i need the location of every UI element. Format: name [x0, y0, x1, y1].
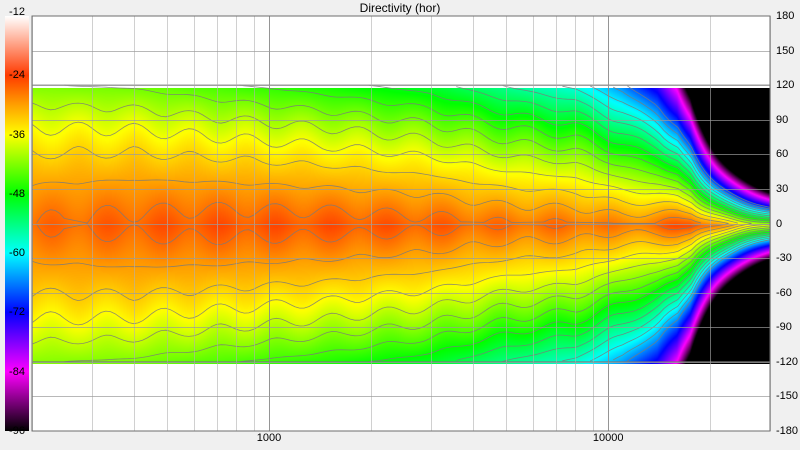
colorbar-label: -96 [9, 425, 25, 437]
heatmap-image [32, 88, 770, 364]
contour-line [32, 223, 770, 345]
contour-line [589, 85, 770, 212]
colorbar-label: -12 [9, 6, 25, 18]
colorbar-label: -84 [9, 365, 25, 378]
contour-line [36, 201, 701, 224]
contour-line [456, 230, 770, 361]
x-tick-label: 10000 [592, 432, 624, 444]
colorbar-label: -60 [9, 247, 25, 260]
y-tick-label: 150 [776, 44, 795, 57]
contour-line [32, 121, 752, 224]
contour-line [368, 84, 770, 218]
contour-line [239, 227, 770, 363]
colorbar-label: -48 [9, 187, 25, 200]
y-tick-label: -150 [776, 390, 799, 403]
colorbar-label: -24 [9, 69, 25, 82]
y-tick-label: -90 [776, 321, 792, 334]
colorbar-label: -36 [9, 128, 25, 141]
y-tick-label: 60 [776, 148, 789, 161]
contour-line [502, 85, 770, 215]
contour-line [456, 86, 770, 217]
contour-line [32, 223, 752, 326]
contour-line [502, 232, 770, 362]
contour-line [562, 234, 770, 362]
contour-line [562, 85, 770, 213]
contour-line [32, 223, 729, 268]
contour-line [64, 225, 770, 363]
contour-line [239, 84, 770, 220]
y-tick-label: 30 [776, 182, 789, 195]
plot-border [31, 15, 771, 432]
y-tick-label: 180 [776, 10, 795, 22]
y-tick-label: -180 [776, 425, 799, 437]
contour-line [32, 223, 738, 302]
chart-title: Directivity (hor) [359, 1, 441, 15]
contour-line [613, 237, 770, 361]
contour-line [613, 86, 770, 210]
y-tick-label: -60 [776, 286, 792, 299]
contour-line [626, 239, 770, 362]
y-tick-label: -30 [776, 252, 792, 265]
y-tick-label: 120 [776, 79, 795, 92]
contour-line [626, 85, 770, 208]
colorbar [5, 16, 29, 431]
y-tick-label: 0 [776, 217, 783, 230]
contour-line [64, 84, 770, 222]
contour-line [589, 235, 770, 362]
contour-line [32, 102, 770, 224]
y-tick-label: -120 [776, 355, 799, 368]
x-tick-label: 1000 [256, 432, 282, 444]
colorbar-label: -72 [9, 306, 25, 319]
contour-line [368, 229, 770, 363]
y-tick-label: 90 [776, 113, 789, 126]
